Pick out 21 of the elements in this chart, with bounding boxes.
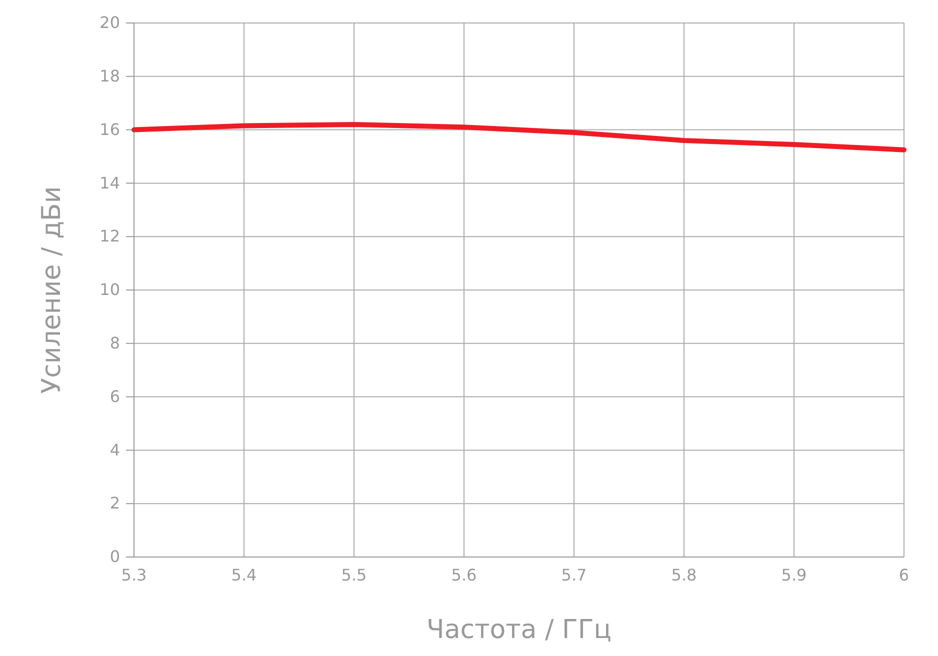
x-tick-label: 5.5 [341, 565, 367, 584]
x-tick-label: 5.7 [561, 565, 587, 584]
y-tick-label: 0 [110, 547, 120, 566]
y-tick-label: 8 [110, 334, 120, 353]
y-tick-label: 14 [100, 173, 120, 192]
y-tick-label: 20 [100, 13, 120, 32]
y-axis-title: Усиление / дБи [37, 186, 67, 394]
y-tick-label: 10 [100, 280, 120, 300]
y-tick-label: 6 [110, 386, 120, 406]
y-tick-label: 18 [100, 66, 120, 86]
y-tick-label: 12 [100, 226, 120, 246]
x-tick-label: 5.9 [781, 565, 807, 584]
x-tick-label: 6 [898, 565, 910, 584]
y-tick-label: 2 [110, 494, 120, 513]
x-tick-label: 5.6 [451, 565, 477, 584]
x-tick-label: 5.4 [231, 565, 257, 584]
x-tick-label: 5.3 [121, 565, 147, 584]
x-tick-label: 5.8 [671, 565, 697, 584]
x-axis-title: Частота / ГГц [426, 615, 612, 645]
y-tick-label: 16 [100, 120, 120, 139]
y-tick-label: 4 [110, 440, 120, 460]
